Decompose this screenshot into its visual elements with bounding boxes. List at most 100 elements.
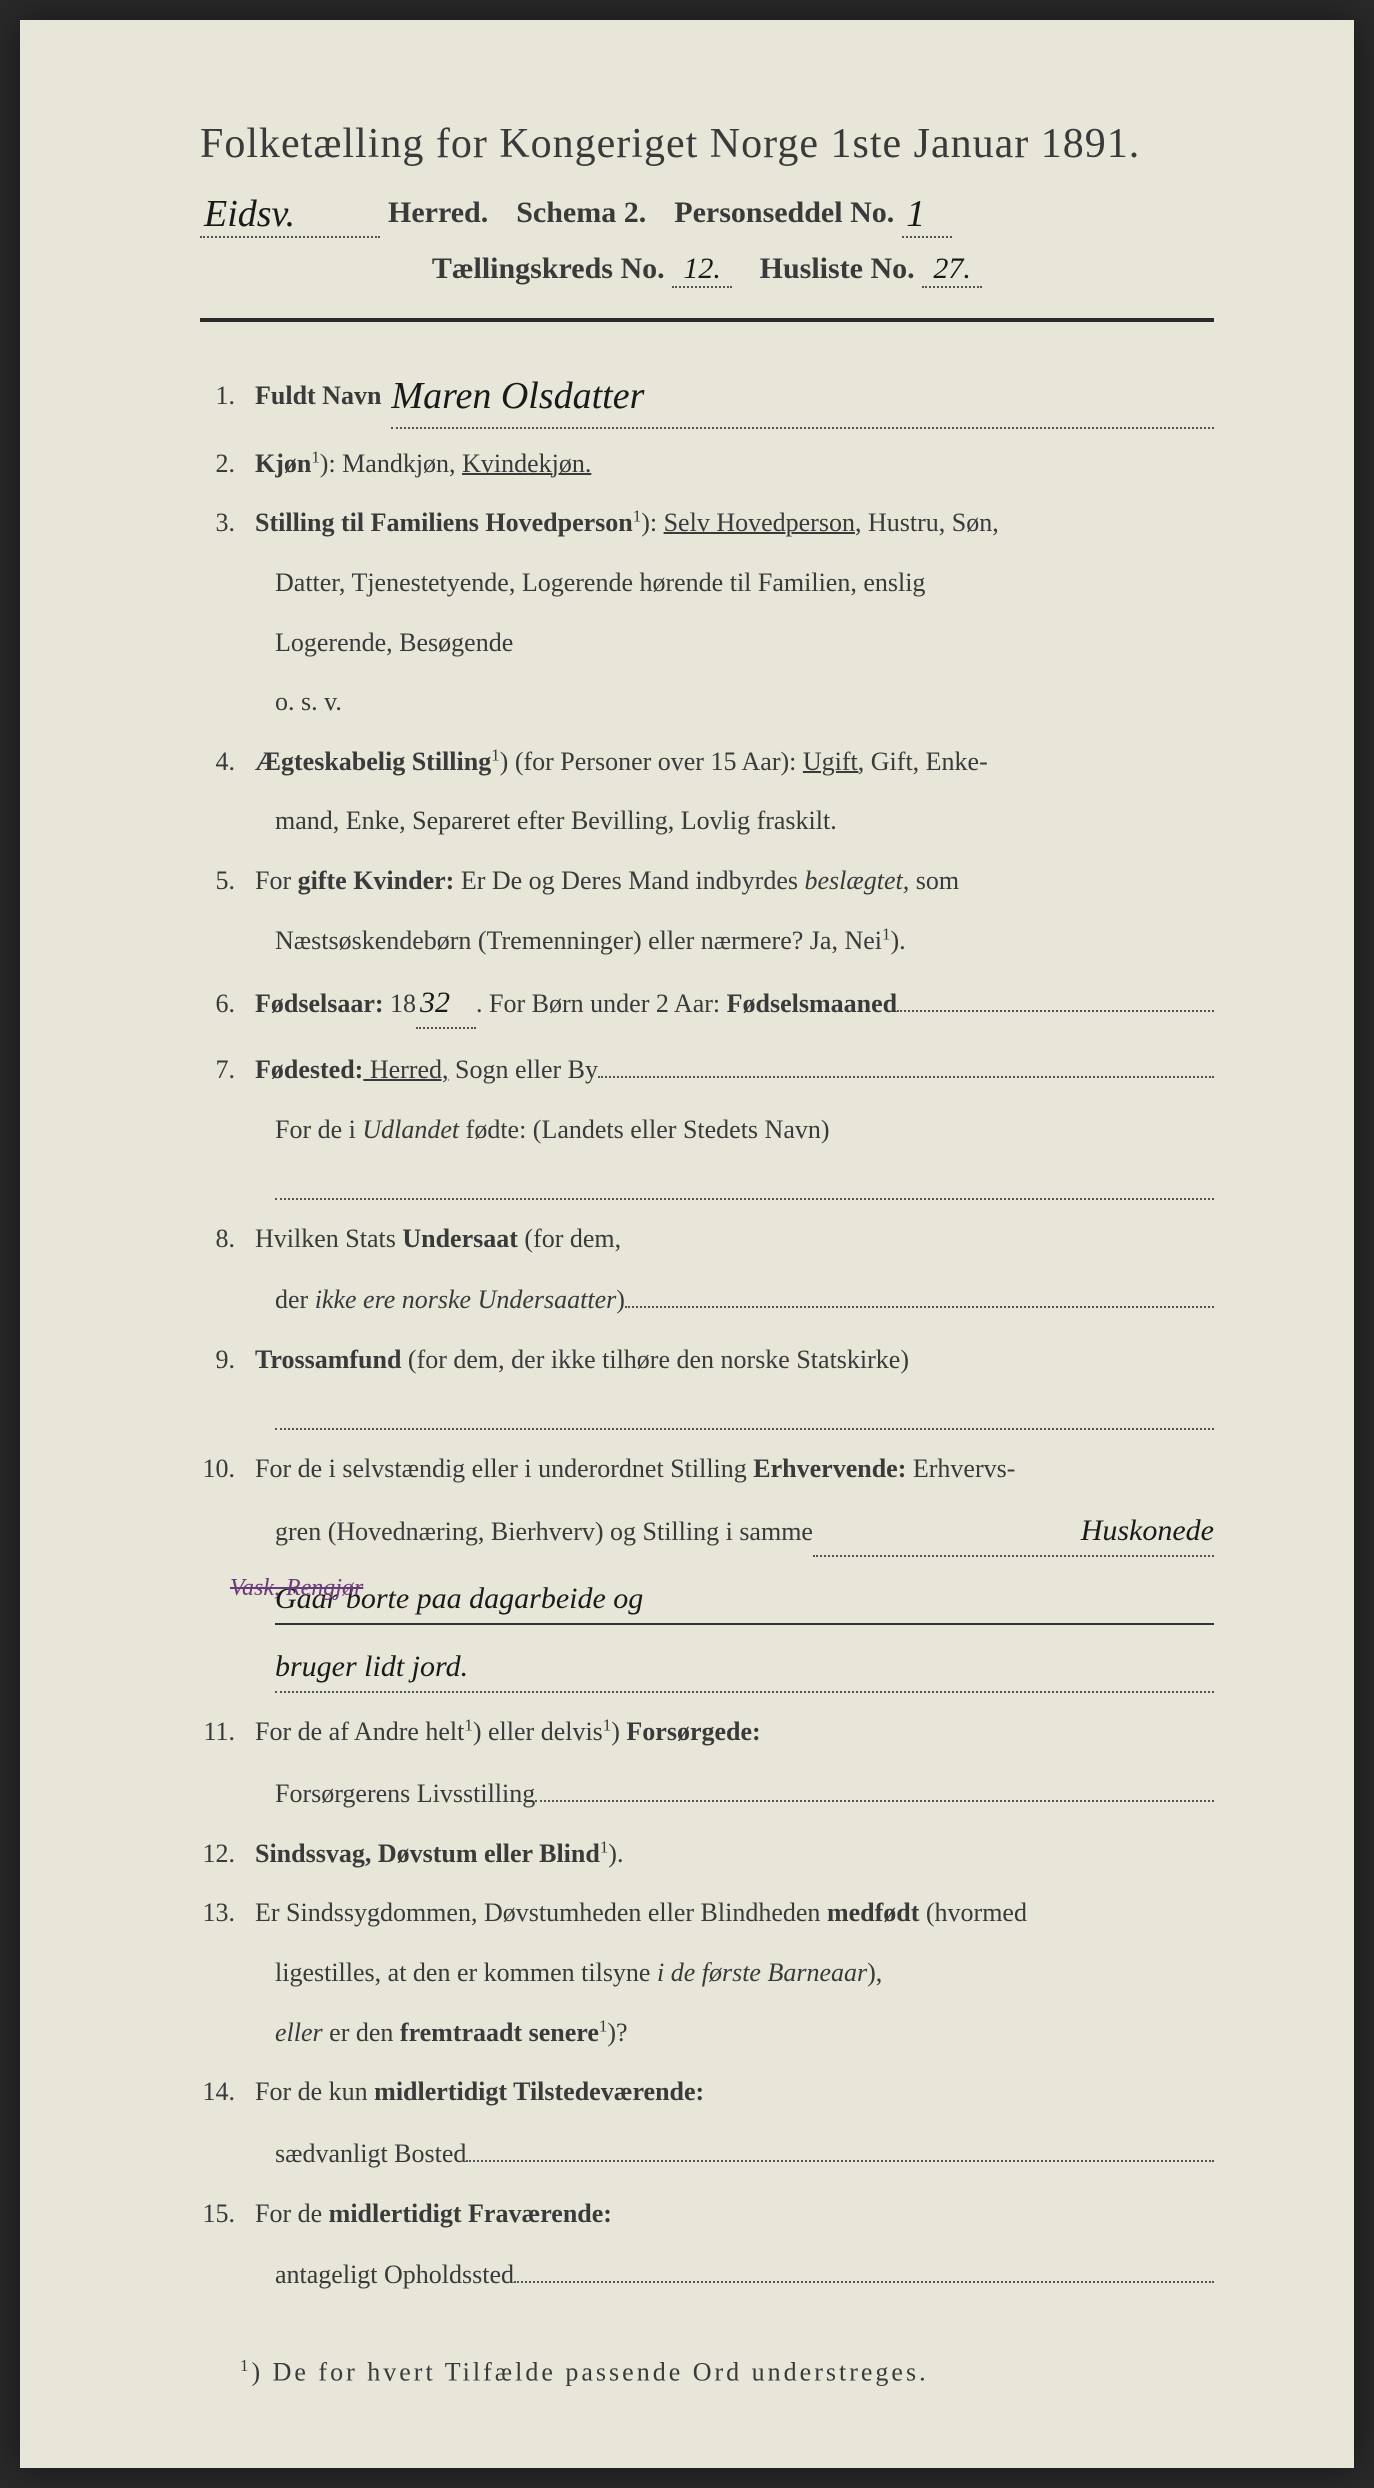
row-14-pre: For de kun: [255, 2077, 374, 2106]
row-10-margin-note: Vask, Rengjør: [230, 1575, 363, 1602]
row-2-sup: 1: [311, 447, 319, 466]
row-3-underlined: Selv Hovedperson: [664, 508, 855, 537]
row-2-underlined: Kvindekjøn.: [462, 449, 591, 478]
row-10-occupation: 10. For de i selvstændig eller i underor…: [200, 1448, 1214, 1490]
row-num-2: 2.: [200, 443, 255, 485]
row-15-pre: For de: [255, 2199, 329, 2228]
row-13-cont2-text: er den: [323, 2018, 400, 2047]
row-3-post: , Hustru, Søn,: [855, 508, 999, 537]
footnote-sup: 1: [240, 2356, 251, 2375]
row-15-cont: antageligt Opholdssted: [275, 2252, 1214, 2296]
row-4-pre: ) (for Personer over 15 Aar):: [500, 747, 803, 776]
row-7-cont1-pre: For de i: [275, 1115, 362, 1144]
row-13-cont2-bold: fremtraadt senere: [400, 2018, 599, 2047]
row-2-label: Kjøn: [255, 449, 311, 478]
row-7-birthplace: 7. Fødested: Herred, Sogn eller By: [200, 1047, 1214, 1091]
kreds-label: Tællingskreds No.: [432, 252, 665, 285]
row-5-cont1-end: ).: [890, 926, 905, 955]
row-num-14: 14.: [200, 2071, 255, 2113]
row-14-cont: sædvanligt Bosted: [275, 2131, 1214, 2175]
row-6-mid: . For Børn under 2 Aar:: [476, 989, 727, 1018]
row-15-absent: 15. For de midlertidigt Fraværende:: [200, 2193, 1214, 2235]
row-6-bold2: Fødselsmaaned: [727, 989, 897, 1018]
row-3-cont3: o. s. v.: [275, 681, 1214, 723]
row-10-post: Erhvervs-: [906, 1454, 1015, 1483]
row-5-pre: For: [255, 866, 298, 895]
row-10-hw3-line: bruger lidt jord.: [275, 1643, 1214, 1693]
row-5-cont: Næstsøskendebørn (Tremenninger) eller næ…: [275, 920, 1214, 962]
row-3-cont1: Datter, Tjenestetyende, Logerende hørend…: [275, 562, 1214, 604]
row-14-present: 14. For de kun midlertidigt Tilstedevære…: [200, 2071, 1214, 2113]
row-num-7: 7.: [200, 1049, 255, 1091]
row-num-5: 5.: [200, 860, 255, 902]
row-7-cont: For de i Udlandet fødte: (Landets eller …: [275, 1109, 1214, 1151]
herred-handwritten: Eidsv.: [200, 192, 380, 238]
schema-label: Schema 2.: [516, 196, 646, 230]
row-13-cont2-end: )?: [607, 2018, 627, 2047]
row-13-pre: Er Sindssygdommen, Døvstumheden eller Bl…: [255, 1898, 827, 1927]
row-12-sup: 1: [600, 1837, 608, 1856]
row-15-bold: midlertidigt Fraværende:: [329, 2199, 612, 2228]
row-13-cont2-line: eller er den fremtraadt senere1)?: [275, 2012, 1214, 2054]
row-13-cont1-post: ),: [867, 1958, 882, 1987]
row-15-dots: [514, 2252, 1214, 2283]
row-7-blank: [275, 1169, 1214, 1200]
row-11-sup2: 1: [603, 1716, 611, 1735]
form-title: Folketælling for Kongeriget Norge 1ste J…: [200, 120, 1214, 168]
row-8-bold: Undersaat: [402, 1224, 518, 1253]
row-8-citizenship: 8. Hvilken Stats Undersaat (for dem,: [200, 1218, 1214, 1260]
row-5-bold: gifte Kvinder:: [298, 866, 455, 895]
row-1-value: Maren Olsdatter: [391, 366, 1214, 429]
row-11-bold: Forsørgede:: [626, 1717, 760, 1746]
row-12-end: ).: [608, 1839, 623, 1868]
row-2-sex: 2. Kjøn1): Mandkjøn, Kvindekjøn.: [200, 443, 1214, 485]
row-7-underlined: Herred,: [363, 1055, 448, 1084]
row-11-dots: [535, 1771, 1214, 1802]
header-divider: [200, 318, 1214, 322]
row-11-supported: 11. For de af Andre helt1) eller delvis1…: [200, 1711, 1214, 1753]
row-9-religion: 9. Trossamfund (for dem, der ikke tilhør…: [200, 1339, 1214, 1381]
row-15-cont1: antageligt Opholdssted: [275, 2254, 514, 2296]
husliste-no: 27.: [922, 252, 982, 288]
row-10-pre: For de i selvstændig eller i underordnet…: [255, 1454, 753, 1483]
row-8-post: (for dem,: [518, 1224, 621, 1253]
row-1-name: 1. Fuldt Navn Maren Olsdatter: [200, 362, 1214, 425]
row-13-congenital: 13. Er Sindssygdommen, Døvstumheden elle…: [200, 1892, 1214, 1934]
row-num-3: 3.: [200, 502, 255, 544]
row-9-text: (for dem, der ikke tilhøre den norske St…: [401, 1345, 909, 1374]
row-9-label: Trossamfund: [255, 1345, 401, 1374]
row-12-disability: 12. Sindssvag, Døvstum eller Blind1).: [200, 1833, 1214, 1875]
footnote: 1) De for hvert Tilfælde passende Ord un…: [240, 2356, 1214, 2388]
row-10-hw2-line: Gaar borte paa dagarbeide og: [275, 1575, 1214, 1625]
row-12-label: Sindssvag, Døvstum eller Blind: [255, 1839, 600, 1868]
row-num-11: 11.: [200, 1711, 255, 1753]
row-num-8: 8.: [200, 1218, 255, 1260]
row-num-6: 6.: [200, 983, 255, 1025]
row-6-label: Fødselsaar:: [255, 989, 384, 1018]
row-8-dots: [625, 1277, 1214, 1308]
row-4-marital: 4. Ægteskabelig Stilling1) (for Personer…: [200, 741, 1214, 783]
row-11-pre: For de af Andre helt: [255, 1717, 464, 1746]
row-11-cont: Forsørgerens Livsstilling: [275, 1771, 1214, 1815]
row-5-end: som: [909, 866, 959, 895]
row-8-cont1-pre: der: [275, 1285, 315, 1314]
row-8-cont1-italic: ikke ere norske Undersaatter: [315, 1285, 617, 1314]
row-num-13: 13.: [200, 1892, 255, 1934]
row-4-cont1: mand, Enke, Separeret efter Bevilling, L…: [275, 800, 1214, 842]
row-3-sup: 1: [633, 507, 641, 526]
row-13-cont1-line: ligestilles, at den er kommen tilsyne i …: [275, 1952, 1214, 1994]
row-6-year-hw: 32: [416, 979, 476, 1029]
row-6-dots: [897, 981, 1214, 1012]
row-10-hw3: bruger lidt jord.: [275, 1643, 1214, 1693]
row-14-dots: [466, 2131, 1214, 2162]
personseddel-label: Personseddel No.: [674, 196, 894, 230]
row-num-9: 9.: [200, 1339, 255, 1381]
kreds-no: 12.: [672, 252, 732, 288]
row-7-post: Sogn eller By: [449, 1055, 599, 1084]
row-14-bold: midlertidigt Tilstedeværende:: [374, 2077, 704, 2106]
row-5-cont1: Næstsøskendebørn (Tremenninger) eller næ…: [275, 926, 882, 955]
row-2-opts: ): Mandkjøn,: [320, 449, 462, 478]
row-7-label: Fødested:: [255, 1055, 363, 1084]
herred-label: Herred.: [388, 196, 488, 230]
row-8-cont1-post: ): [616, 1285, 625, 1314]
